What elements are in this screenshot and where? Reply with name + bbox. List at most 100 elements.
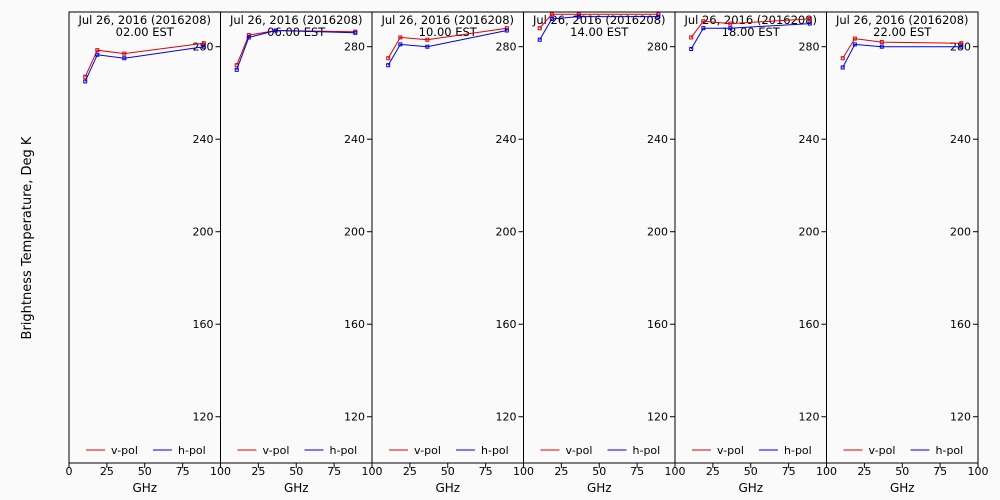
data-point-v-pol bbox=[656, 12, 661, 17]
x-tick-label: 100 bbox=[665, 465, 686, 478]
data-point-h-pol bbox=[840, 65, 845, 70]
legend-label: v-pol bbox=[263, 444, 290, 457]
data-point-h-pol bbox=[83, 79, 88, 84]
data-point-h-pol bbox=[576, 14, 581, 19]
chart-panel-4: Jul 26, 2016 (2016208)14.00 EST120160200… bbox=[513, 11, 676, 495]
y-tick-label: 240 bbox=[496, 133, 517, 146]
data-point-v-pol bbox=[701, 19, 706, 24]
chart-panel-1: Jul 26, 2016 (2016208)02.00 EST 120 160 200… bbox=[66, 11, 221, 495]
data-point-h-pol bbox=[537, 37, 542, 42]
panel-title: Jul 26, 2016 (2016208) bbox=[229, 13, 363, 27]
series-line-v-pol bbox=[387, 27, 507, 59]
series-line-h-pol bbox=[84, 46, 204, 82]
legend-label: h-pol bbox=[936, 444, 964, 457]
chart-panel-3: Jul 26, 2016 (2016208)10.00 EST 120 160 200… bbox=[362, 11, 524, 495]
y-tick-label: 120 bbox=[647, 411, 668, 424]
legend-label: v-pol bbox=[111, 444, 138, 457]
data-point-h-pol bbox=[656, 14, 661, 19]
x-tick-label: 25 bbox=[554, 465, 568, 478]
data-point-h-pol bbox=[273, 28, 278, 33]
y-tick-label: 200 bbox=[647, 226, 668, 239]
x-tick-label: 25 bbox=[100, 465, 114, 478]
series-line-v-pol bbox=[690, 18, 810, 38]
data-point-h-pol bbox=[425, 44, 430, 49]
y-tick-label: 240 bbox=[799, 133, 820, 146]
x-tick-label: 50 bbox=[441, 465, 455, 478]
y-tick-label: 160 bbox=[496, 318, 517, 331]
y-tick-label: 200 bbox=[799, 226, 820, 239]
data-point-h-pol bbox=[879, 44, 884, 49]
data-point-h-pol bbox=[95, 52, 100, 57]
series-line-h-pol bbox=[842, 43, 962, 68]
data-point-v-pol bbox=[386, 56, 391, 61]
y-tick-label: 240 bbox=[950, 133, 971, 146]
legend-label: v-pol bbox=[414, 444, 441, 457]
x-tick-label: 100 bbox=[816, 465, 837, 478]
chart-panel-6: Jul 26, 2016 (2016208)22.00 EST 120 160 200… bbox=[816, 11, 989, 495]
x-tick-label: 50 bbox=[289, 465, 303, 478]
x-tick-label: 75 bbox=[176, 465, 190, 478]
data-point-h-pol bbox=[353, 30, 358, 35]
data-point-v-pol bbox=[95, 48, 100, 53]
y-tick-label: 280 bbox=[496, 41, 517, 54]
data-point-h-pol bbox=[234, 67, 239, 72]
data-point-h-pol bbox=[701, 26, 706, 31]
legend-label: v-pol bbox=[566, 444, 593, 457]
x-axis-label: GHz bbox=[587, 481, 612, 495]
y-tick-label: 160 bbox=[344, 318, 365, 331]
data-point-v-pol bbox=[689, 35, 694, 40]
y-tick-label: 160 bbox=[799, 318, 820, 331]
chart-panel-2: Jul 26, 2016 (2016208)06.00 EST 120 160 200… bbox=[210, 11, 373, 495]
legend-label: h-pol bbox=[178, 444, 206, 457]
data-point-v-pol bbox=[840, 56, 845, 61]
panel-subtitle: 18.00 EST bbox=[722, 25, 781, 39]
series-line-h-pol bbox=[387, 30, 507, 66]
y-axis-label: Brightness Temperature, Deg K bbox=[20, 136, 35, 339]
legend-label: h-pol bbox=[330, 444, 358, 457]
data-point-h-pol bbox=[807, 21, 812, 26]
panel-title: Jul 26, 2016 (2016208) bbox=[77, 13, 211, 27]
panel-subtitle: 14.00 EST bbox=[570, 25, 629, 39]
legend-label: h-pol bbox=[784, 444, 812, 457]
data-point-v-pol bbox=[398, 35, 403, 40]
y-tick-label: 200 bbox=[344, 226, 365, 239]
data-point-h-pol bbox=[122, 56, 127, 61]
x-tick-label: 50 bbox=[895, 465, 909, 478]
panel-subtitle: 10.00 EST bbox=[419, 25, 478, 39]
series-line-v-pol bbox=[84, 42, 204, 78]
x-tick-label: 50 bbox=[592, 465, 606, 478]
x-tick-label: 75 bbox=[933, 465, 947, 478]
series-line-h-pol bbox=[236, 29, 356, 70]
legend-label: v-pol bbox=[869, 444, 896, 457]
data-point-v-pol bbox=[852, 36, 857, 41]
x-tick-label: 25 bbox=[403, 465, 417, 478]
y-tick-label: 280 bbox=[647, 41, 668, 54]
data-point-v-pol bbox=[504, 26, 509, 31]
x-tick-label: 25 bbox=[706, 465, 720, 478]
x-tick-label: 50 bbox=[138, 465, 152, 478]
x-tick-label: 50 bbox=[744, 465, 758, 478]
x-axis-label: GHz bbox=[890, 481, 915, 495]
data-point-v-pol bbox=[549, 12, 554, 17]
x-tick-label: 75 bbox=[327, 465, 341, 478]
series-line-v-pol bbox=[539, 13, 659, 29]
x-tick-label: 100 bbox=[513, 465, 534, 478]
chart-panel-5: Jul 26, 2016 (2016208)18.00 EST 120 160 200… bbox=[665, 11, 827, 495]
data-point-v-pol bbox=[576, 12, 581, 17]
y-tick-label: 200 bbox=[193, 226, 214, 239]
x-tick-label: 25 bbox=[251, 465, 265, 478]
y-tick-label: 160 bbox=[647, 318, 668, 331]
data-point-v-pol bbox=[879, 40, 884, 45]
series-line-h-pol bbox=[539, 16, 659, 41]
panel-subtitle: 22.00 EST bbox=[873, 25, 932, 39]
legend-label: h-pol bbox=[633, 444, 661, 457]
x-axis-label: GHz bbox=[132, 481, 157, 495]
data-point-v-pol bbox=[728, 21, 733, 26]
legend-label: h-pol bbox=[481, 444, 509, 457]
x-tick-label: 25 bbox=[857, 465, 871, 478]
x-tick-label: 75 bbox=[479, 465, 493, 478]
y-tick-label: 120 bbox=[193, 411, 214, 424]
series-line-v-pol bbox=[842, 38, 962, 59]
y-tick-label: 280 bbox=[344, 41, 365, 54]
data-point-v-pol bbox=[807, 16, 812, 21]
